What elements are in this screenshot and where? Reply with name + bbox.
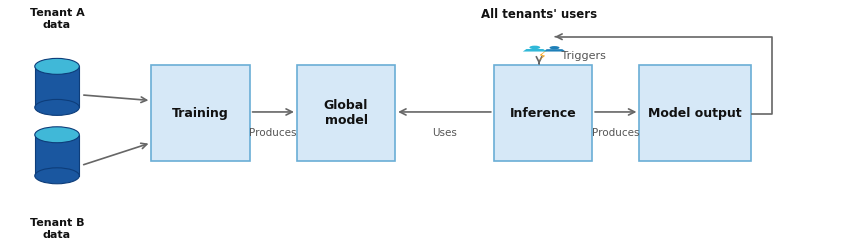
- FancyBboxPatch shape: [151, 65, 250, 161]
- Text: All tenants' users: All tenants' users: [481, 8, 597, 21]
- Text: Model output: Model output: [649, 107, 741, 120]
- Ellipse shape: [34, 99, 79, 115]
- Ellipse shape: [529, 46, 540, 49]
- Polygon shape: [544, 49, 565, 52]
- Text: Inference: Inference: [509, 107, 576, 120]
- Text: Triggers: Triggers: [558, 51, 606, 61]
- Ellipse shape: [550, 46, 559, 49]
- Text: Produces: Produces: [249, 128, 297, 138]
- Text: Produces: Produces: [592, 128, 639, 138]
- FancyBboxPatch shape: [297, 65, 395, 161]
- Polygon shape: [523, 49, 547, 52]
- Ellipse shape: [34, 58, 79, 74]
- Ellipse shape: [34, 168, 79, 184]
- Text: Global
model: Global model: [324, 99, 369, 127]
- Text: Tenant A
data: Tenant A data: [30, 8, 84, 30]
- Text: ⚡: ⚡: [538, 50, 547, 63]
- Text: Uses: Uses: [432, 128, 457, 138]
- FancyBboxPatch shape: [639, 65, 751, 161]
- Text: Tenant B
data: Tenant B data: [30, 218, 84, 240]
- Text: Training: Training: [172, 107, 228, 120]
- Polygon shape: [34, 66, 79, 107]
- Polygon shape: [34, 135, 79, 176]
- Ellipse shape: [34, 127, 79, 143]
- FancyBboxPatch shape: [494, 65, 592, 161]
